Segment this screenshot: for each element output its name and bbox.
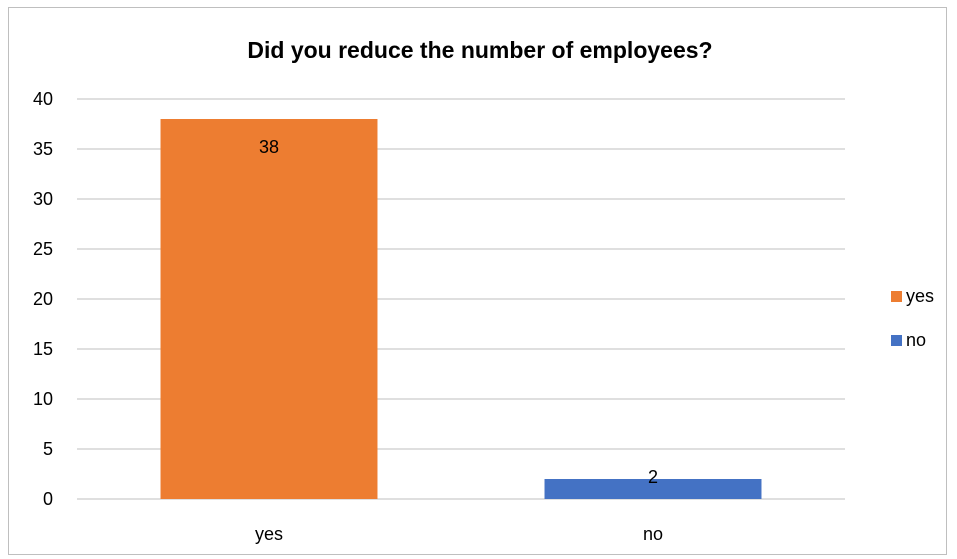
data-label-yes: 38 [259, 137, 279, 157]
legend: yes no [891, 286, 934, 350]
bar-no [544, 479, 762, 499]
x-tick-label-no: no [643, 524, 663, 544]
y-tick-label: 25 [33, 239, 53, 259]
y-tick-label: 30 [33, 189, 53, 209]
chart-title: Did you reduce the number of employees? [247, 37, 712, 63]
data-labels: 38 2 [259, 137, 658, 487]
y-tick-label: 15 [33, 339, 53, 359]
y-tick-label: 40 [33, 89, 53, 109]
x-axis-ticks: yes no [255, 524, 663, 544]
y-tick-label: 10 [33, 389, 53, 409]
y-axis-ticks: 0 5 10 15 20 25 30 35 40 [33, 89, 53, 509]
legend-swatch-yes [891, 291, 902, 302]
y-tick-label: 0 [43, 489, 53, 509]
y-tick-label: 20 [33, 289, 53, 309]
legend-label-no: no [906, 330, 926, 350]
y-tick-label: 35 [33, 139, 53, 159]
y-tick-label: 5 [43, 439, 53, 459]
x-tick-label-yes: yes [255, 524, 283, 544]
bar-yes [160, 119, 378, 499]
legend-swatch-no [891, 335, 902, 346]
bars [160, 119, 762, 499]
data-label-no: 2 [648, 467, 658, 487]
legend-label-yes: yes [906, 286, 934, 306]
